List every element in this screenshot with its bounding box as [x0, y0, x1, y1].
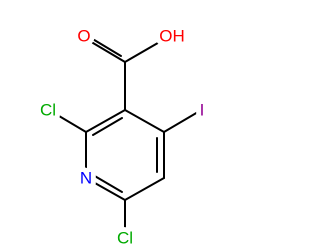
atom-label: Cl — [40, 101, 56, 120]
bond — [124, 109, 165, 133]
bond-double-inner — [92, 174, 123, 193]
bond-double — [85, 34, 122, 57]
bond — [124, 39, 164, 63]
bond — [85, 109, 126, 133]
bond — [124, 177, 165, 201]
bond — [163, 111, 199, 133]
bond — [53, 112, 87, 133]
atom-label: O — [77, 27, 90, 46]
bond-double-inner — [92, 117, 123, 136]
atom-label: Cl — [117, 229, 133, 248]
bond — [85, 177, 126, 201]
atom-label: I — [200, 101, 205, 120]
bonds — [53, 34, 199, 233]
bond — [87, 39, 126, 63]
structure-diagram: O OH I Cl N Cl — [39, 26, 205, 248]
atom-label: OH — [159, 27, 185, 46]
atom-label: N — [80, 169, 92, 188]
